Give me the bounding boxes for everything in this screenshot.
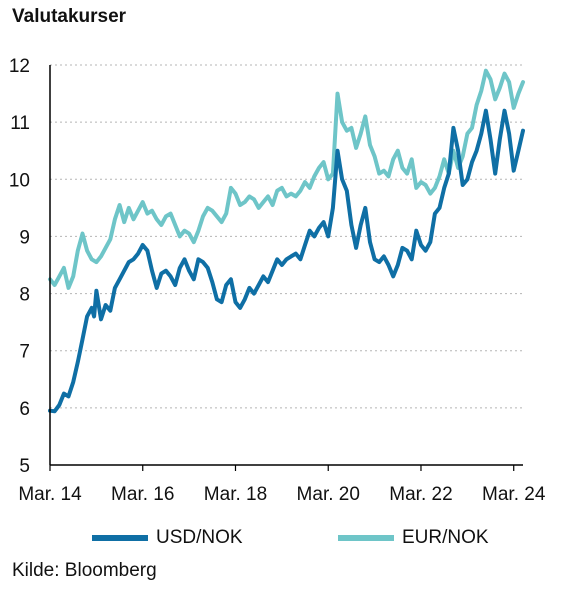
y-axis-ticks: 5 6 7 8 9 10 11 12 [9,56,30,477]
line-chart: 5 6 7 8 9 10 11 12 Mar. 14 Mar. 16 Mar. 18 Mar. 20… [9,56,546,505]
gridlines [50,64,523,409]
series-lines [48,68,525,414]
y-tick-label-9: 9 [19,227,30,248]
legend-label-usd-nok: USD/NOK [156,527,243,548]
x-tick-label-0: Mar. 14 [18,484,82,505]
legend-swatch-eur-nok [338,535,394,541]
legend-item-eur-nok: EUR/NOK [338,524,489,552]
y-tick-label-11: 11 [10,113,30,134]
x-tick-label-4: Mar. 22 [389,484,452,505]
x-tick-label-3: Mar. 20 [297,484,360,505]
source-note: Kilde: Bloomberg [12,560,157,581]
y-tick-label-12: 12 [9,56,30,77]
x-tick-label-5: Mar. 24 [482,484,546,505]
legend-item-usd-nok: USD/NOK [92,524,243,552]
y-tick-label-6: 6 [19,399,30,420]
legend-label-eur-nok: EUR/NOK [402,527,489,548]
x-tick-label-2: Mar. 18 [204,484,267,505]
chart-title: Valutakurser [12,6,127,27]
series-line-usd-nok [48,108,525,414]
x-axis-ticks: Mar. 14 Mar. 16 Mar. 18 Mar. 20 Mar. 22 Mar. … [18,465,546,505]
series-line-eur-nok [48,68,525,290]
y-tick-label-10: 10 [9,170,30,191]
y-tick-label-5: 5 [19,456,30,477]
x-tick-label-1: Mar. 16 [111,484,174,505]
legend-swatch-usd-nok [92,535,148,541]
y-tick-label-7: 7 [19,342,30,363]
y-tick-label-8: 8 [19,285,30,306]
